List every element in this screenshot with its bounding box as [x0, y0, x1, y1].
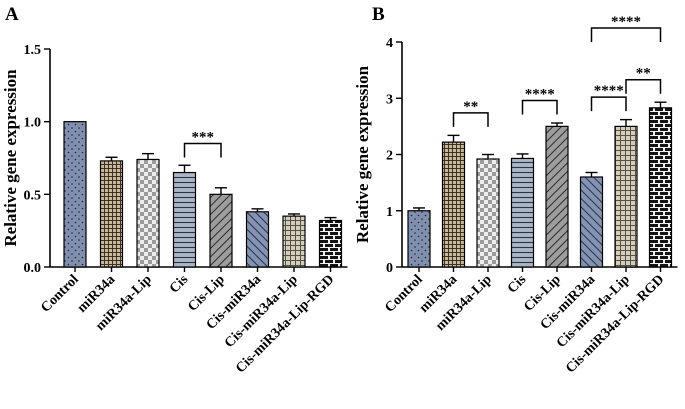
y-tick-label: 1.0	[24, 116, 42, 131]
significance-bracket	[590, 96, 627, 112]
bar-cis	[172, 171, 197, 268]
y-tick-label: 1.5	[24, 43, 42, 58]
panel-letter: B	[372, 4, 385, 25]
bar-cis-mir34a	[245, 211, 270, 268]
bar-cis-lip	[545, 125, 569, 268]
category-label: Cis	[505, 272, 530, 297]
significance-label: ***	[192, 129, 215, 145]
bar-cis-mir34a-lip	[282, 215, 306, 268]
bar-cis-lip	[209, 193, 233, 268]
y-axis-title: Relative gene expression	[353, 65, 372, 243]
bar-cis-mir34a	[579, 176, 604, 268]
y-tick-label: 0	[386, 261, 393, 276]
panel-a: A Relative gene expression 0.0 0.5 1.0 1.5 Con…	[1, 4, 348, 376]
category-label: Cis	[167, 272, 192, 297]
y-tick-label: 3	[386, 92, 393, 107]
bar-mir34a-lip	[136, 158, 160, 268]
bar-cis	[510, 157, 535, 268]
bar-control	[407, 210, 431, 268]
significance-bracket	[183, 142, 222, 158]
bar-control	[63, 121, 87, 268]
y-tick-label: 4	[386, 36, 393, 51]
significance-bracket	[590, 27, 662, 42]
category-label: Control	[38, 272, 82, 316]
bar-cis-mir34a-lip	[614, 125, 638, 268]
significance-bracket	[521, 99, 558, 115]
bar-mir34a-lip	[476, 158, 500, 268]
significance-label: ****	[611, 14, 641, 30]
bar-cis-mir34a-lip-rgd	[648, 107, 673, 268]
y-tick-label: 1	[386, 205, 393, 220]
bar-cis-mir34a-lip-rgd	[318, 219, 343, 268]
significance-bracket	[625, 78, 662, 94]
y-tick-label: 0.0	[24, 261, 42, 276]
y-tick-label: 0.5	[24, 188, 42, 203]
y-axis-title: Relative gene expression	[1, 69, 20, 247]
bar-mir34a	[99, 160, 124, 268]
significance-label: **	[636, 66, 651, 82]
significance-label: ****	[594, 83, 624, 99]
y-tick-label: 2	[386, 149, 393, 164]
significance-label: ****	[525, 87, 555, 103]
bar-mir34a	[441, 141, 466, 268]
significance-label: **	[463, 99, 478, 115]
significance-bracket	[452, 112, 489, 127]
panel-letter: A	[5, 4, 19, 25]
